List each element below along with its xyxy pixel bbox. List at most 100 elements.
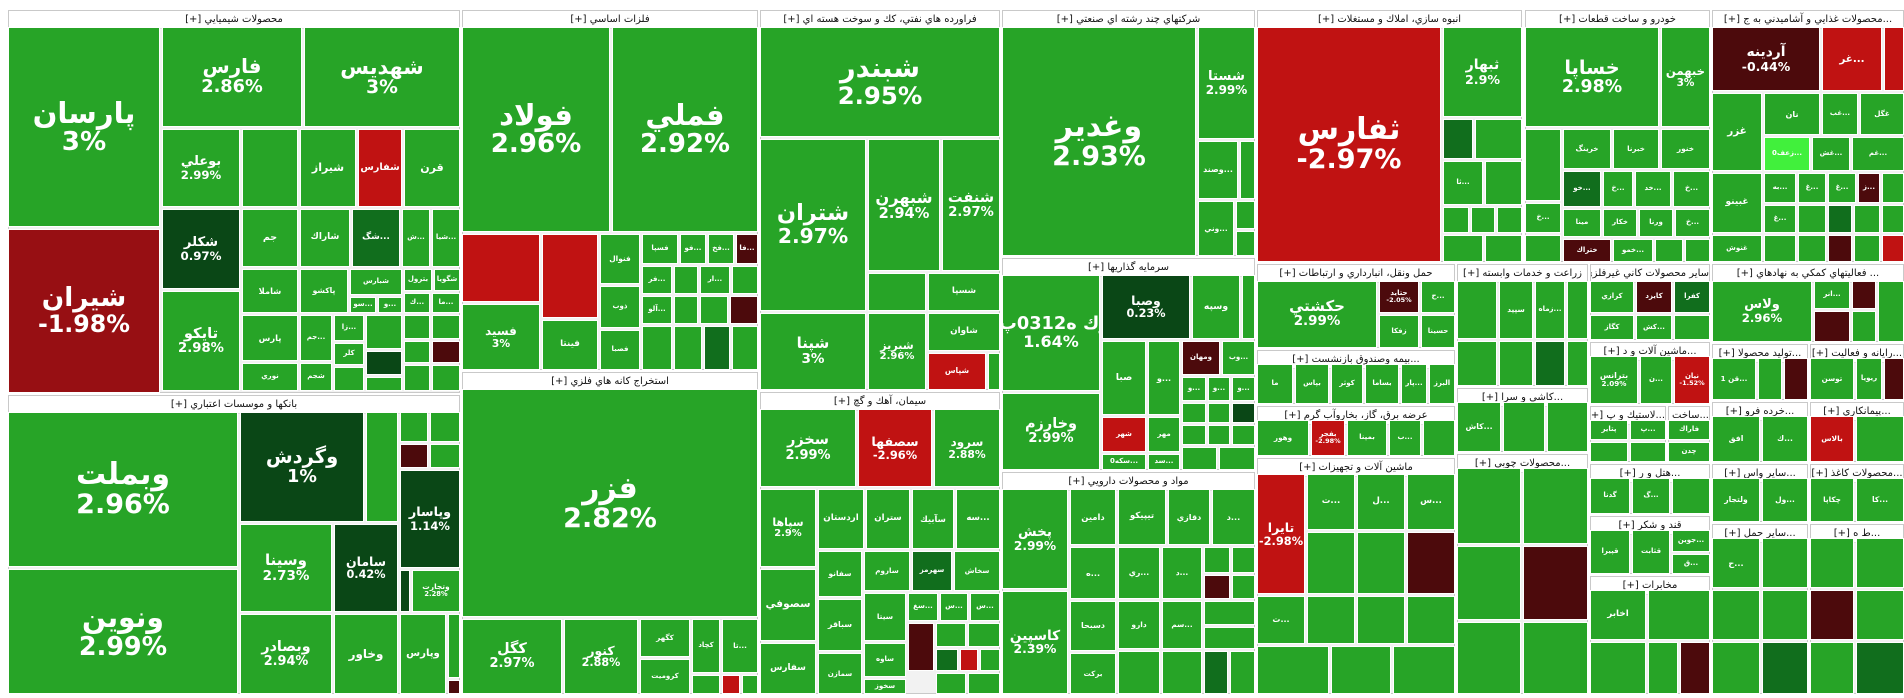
stock-tile[interactable] [400,570,410,612]
stock-tile[interactable]: شجم [300,363,332,391]
stock-tile[interactable] [1590,442,1628,462]
stock-tile[interactable]: شفارس [358,129,402,207]
stock-tile[interactable]: پارس [242,315,298,361]
stock-tile[interactable]: نيان -1.52% [1674,356,1710,404]
stock-tile[interactable] [730,296,758,324]
stock-tile[interactable]: شهديس 3% [304,27,460,127]
stock-tile[interactable] [1357,532,1405,594]
stock-tile[interactable]: ...خ [1675,209,1710,237]
stock-tile[interactable]: ...وني [1198,201,1234,256]
stock-tile[interactable] [1758,358,1782,400]
stock-tile[interactable]: خساپا 2.98% [1525,27,1659,127]
stock-tile[interactable] [1242,275,1255,339]
stock-tile[interactable] [1393,646,1455,694]
stock-tile[interactable] [1798,205,1826,233]
stock-tile[interactable]: ...انر [1814,281,1850,309]
stock-tile[interactable] [1204,575,1230,599]
stock-tile[interactable]: كرازي [1590,281,1634,313]
stock-tile[interactable]: توسن [1810,358,1854,400]
stock-tile[interactable]: ورنا [1639,209,1673,237]
stock-tile[interactable] [1590,642,1646,694]
stock-tile[interactable] [1680,642,1710,694]
stock-tile[interactable]: ...سو [350,297,376,313]
stock-tile[interactable] [742,675,758,694]
stock-tile[interactable] [674,296,698,324]
stock-tile[interactable] [1810,642,1854,694]
stock-tile[interactable] [404,341,430,363]
stock-tile[interactable]: شاوان [928,313,1000,351]
stock-tile[interactable] [1443,119,1473,159]
stock-tile[interactable] [404,365,430,391]
stock-tile[interactable] [1884,27,1904,91]
stock-tile[interactable]: حسينا [1421,315,1455,348]
stock-tile[interactable]: كگاز [1590,315,1634,340]
stock-tile[interactable] [1219,447,1255,470]
stock-tile[interactable] [1882,205,1904,233]
stock-tile[interactable]: ساوه [864,643,906,677]
stock-tile[interactable]: ستران [866,489,910,549]
stock-tile[interactable]: بركت [1070,653,1116,694]
stock-tile[interactable] [1471,207,1495,233]
stock-tile[interactable]: وصبا 0.23% [1102,275,1190,339]
stock-tile[interactable]: وهور [1257,420,1309,456]
stock-tile[interactable]: ...خ [1603,171,1633,207]
stock-tile[interactable] [1232,547,1255,573]
stock-tile[interactable]: ...ح [1421,281,1455,313]
sector-header[interactable]: فلزات اساسي [+] [463,11,757,29]
stock-tile[interactable]: سصفها -2.96% [858,409,932,487]
stock-tile[interactable]: شبندر 2.95% [760,27,1000,137]
stock-tile[interactable] [1232,575,1255,599]
stock-tile[interactable] [400,444,428,468]
stock-tile[interactable] [1712,642,1760,694]
stock-tile[interactable]: ...شگ [352,209,400,267]
stock-tile[interactable]: وسپه [1192,275,1240,339]
stock-tile[interactable] [722,675,740,694]
stock-tile[interactable] [1457,281,1497,339]
stock-tile[interactable] [432,315,460,339]
stock-tile[interactable]: وگردش 1% [240,412,364,522]
stock-tile[interactable]: سخوز [864,679,906,694]
stock-tile[interactable]: ثبهار 2.9% [1443,27,1522,117]
stock-tile[interactable]: كاسپين 2.39% [1002,591,1068,694]
stock-tile[interactable] [1485,161,1522,205]
stock-tile[interactable] [704,326,730,370]
stock-tile[interactable] [432,365,460,391]
stock-tile[interactable]: ...ك [1762,416,1808,462]
stock-tile[interactable] [1884,358,1904,400]
stock-tile[interactable]: خنور [1661,129,1710,169]
stock-tile[interactable] [960,649,978,671]
stock-tile[interactable] [732,266,758,294]
stock-tile[interactable] [1810,590,1854,640]
stock-tile[interactable]: وبملت 2.96% [8,412,238,567]
stock-tile[interactable]: كايزد [1636,281,1672,313]
stock-tile[interactable] [1407,532,1455,594]
stock-tile[interactable]: وپاسار 1.14% [400,470,460,568]
stock-tile[interactable] [1182,447,1217,470]
stock-tile[interactable]: جم [242,209,298,267]
stock-tile[interactable] [1457,341,1497,386]
stock-tile[interactable]: سهرمز [912,551,952,591]
stock-tile[interactable]: شنفت 2.97% [942,139,1000,271]
stock-tile[interactable]: ...و [1208,377,1230,401]
stock-tile[interactable] [1810,538,1854,588]
stock-tile[interactable]: پاكشو [300,269,348,313]
stock-tile[interactable] [1567,341,1588,386]
stock-tile[interactable]: ...كاش [1457,402,1501,452]
stock-tile[interactable]: ...خد [1635,171,1671,207]
stock-tile[interactable]: ...س [940,593,968,621]
stock-tile[interactable] [700,296,728,324]
stock-tile[interactable] [1204,601,1255,625]
stock-tile[interactable]: سخاش [954,551,1000,591]
stock-tile[interactable]: ...خو [1563,171,1601,207]
stock-tile[interactable]: چدن [1668,442,1710,462]
stock-tile[interactable]: اردستان [818,489,864,549]
stock-tile[interactable]: بترول [404,269,432,291]
stock-tile[interactable] [1856,642,1904,694]
stock-tile[interactable]: گدنا [1590,478,1630,514]
stock-tile[interactable] [1523,468,1588,544]
stock-tile[interactable]: پخش 2.99% [1002,489,1068,589]
stock-tile[interactable]: ...وب [1222,341,1255,375]
stock-tile[interactable]: ...تا [722,619,758,673]
stock-tile[interactable]: ثفارس -2.97% [1257,27,1441,262]
stock-tile[interactable]: غنوش [1712,235,1762,262]
